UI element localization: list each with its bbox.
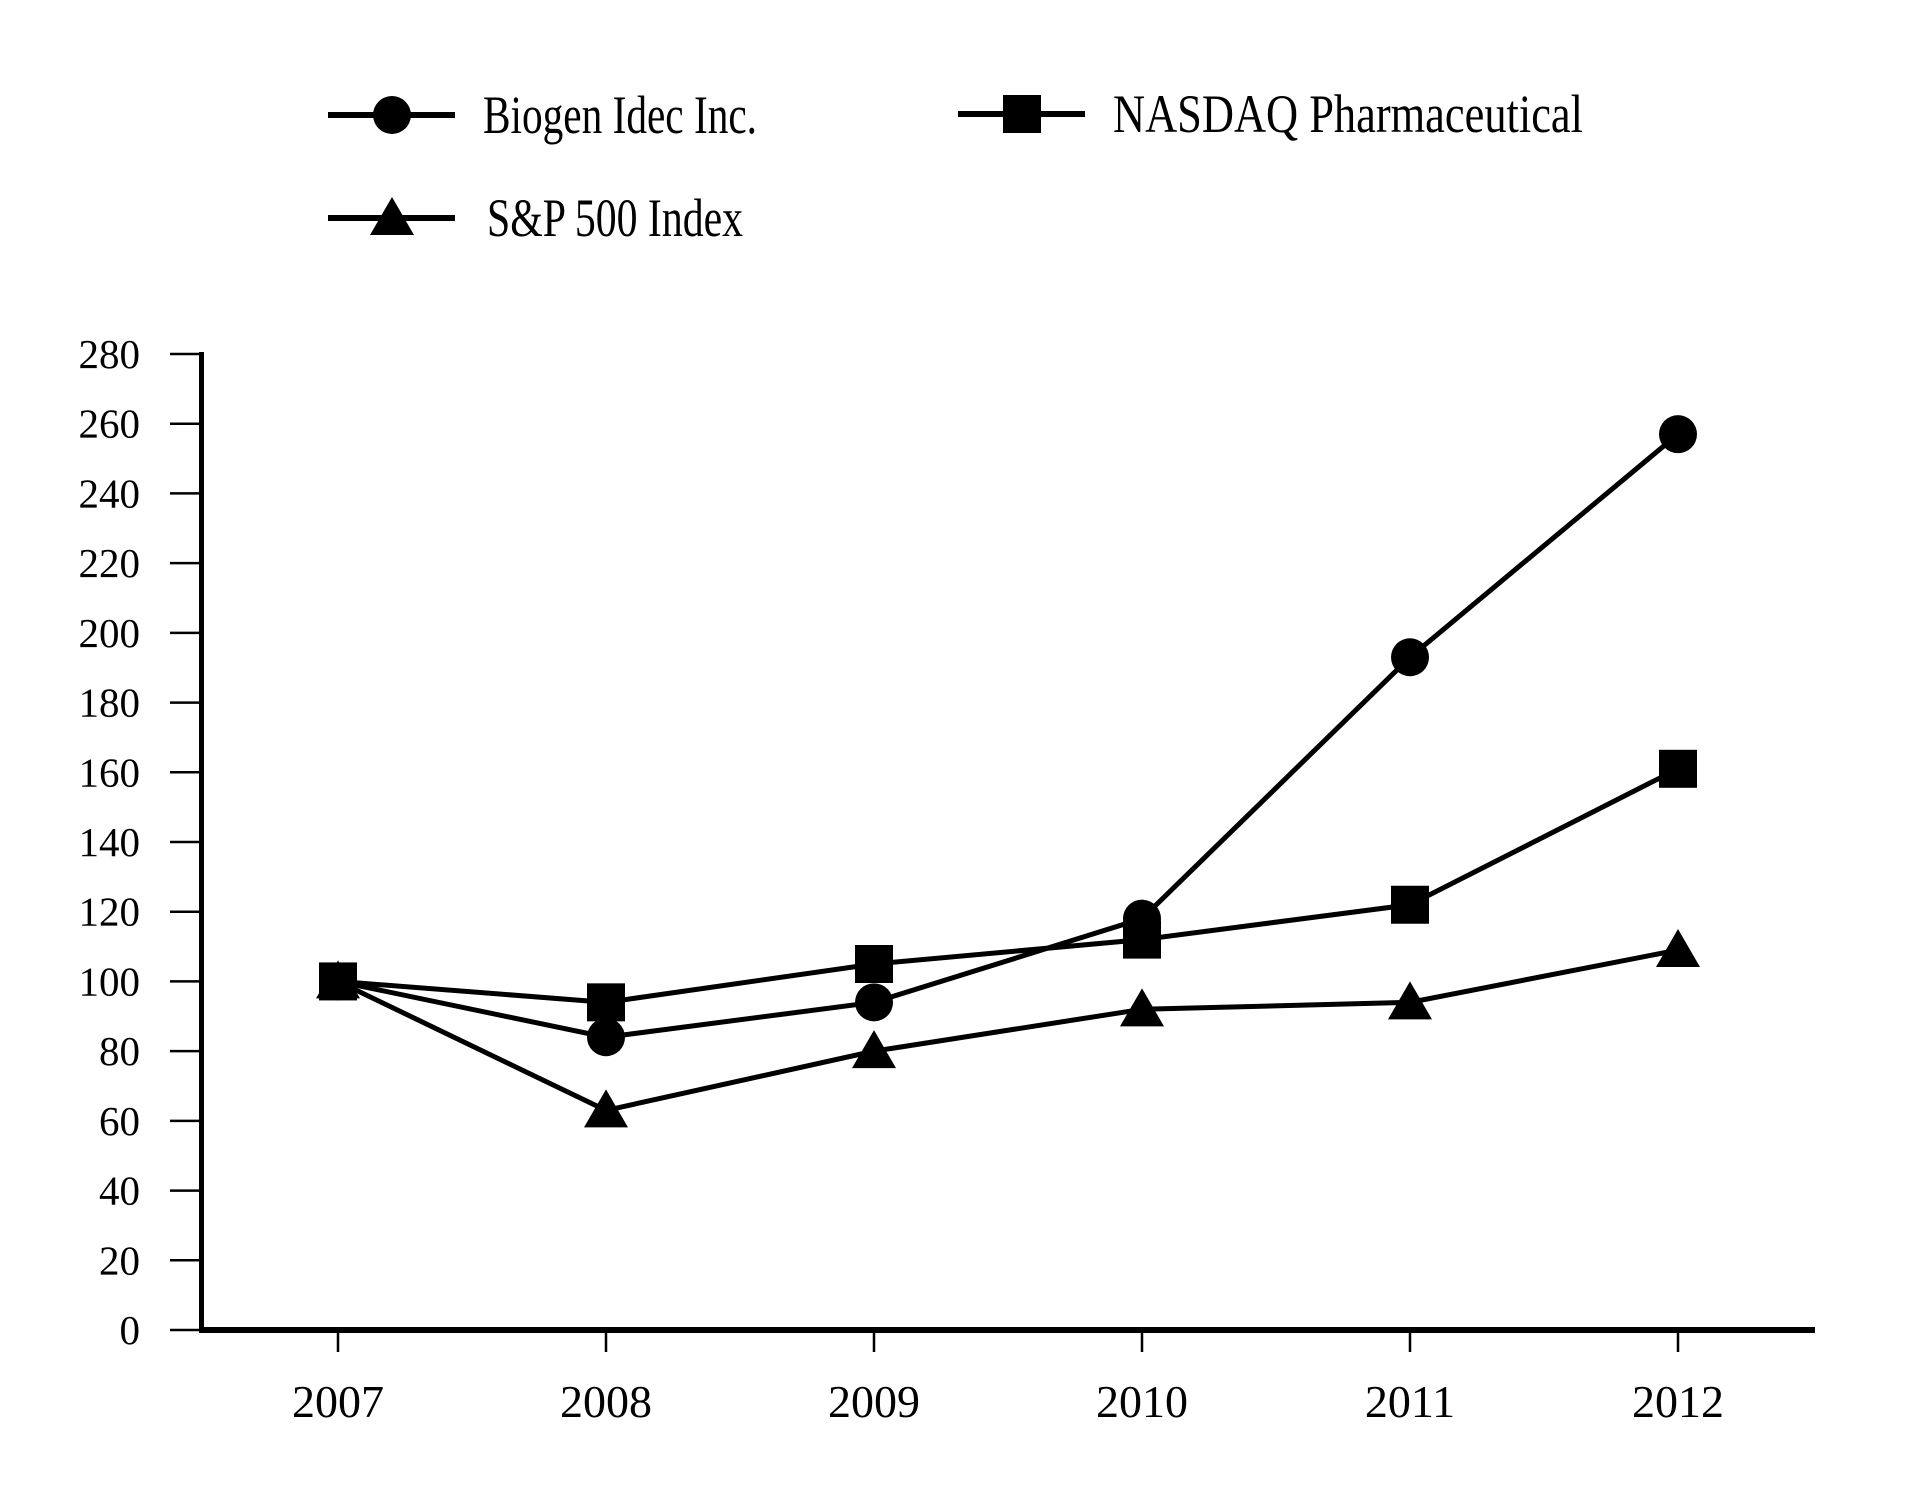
legend-item-nasdaq-pharmaceutical: NASDAQ Pharmaceutical <box>958 84 1583 144</box>
data-point-square <box>855 945 893 983</box>
y-tick-label: 120 <box>79 889 141 935</box>
data-point-circle <box>855 983 893 1022</box>
y-tick-label: 260 <box>79 401 141 447</box>
series-line <box>337 432 1680 1040</box>
y-tick-label: 60 <box>99 1098 140 1144</box>
x-tick-label: 2010 <box>1096 1376 1188 1427</box>
x-tick-label: 2008 <box>560 1376 652 1427</box>
legend-label-nasdaq: NASDAQ Pharmaceutical <box>1113 84 1583 144</box>
legend-item-biogen: Biogen Idec Inc. <box>328 85 757 145</box>
y-tick-label: 200 <box>79 610 141 656</box>
data-point-square <box>1391 885 1429 924</box>
y-tick-label: 100 <box>79 958 141 1004</box>
data-point-circle <box>1391 638 1429 677</box>
y-tick-label: 80 <box>99 1028 140 1074</box>
y-tick-label: 40 <box>99 1168 140 1214</box>
data-point-triangle <box>316 960 360 999</box>
legend-label-sp500: S&P 500 Index <box>487 188 743 248</box>
data-point-triangle <box>584 1089 628 1128</box>
data-point-square <box>1659 749 1697 788</box>
x-axis: 2007 2008 2009 2010 2011 2012 <box>199 1327 1815 1427</box>
data-point-triangle <box>852 1030 896 1069</box>
x-tick-label: 2011 <box>1365 1376 1455 1427</box>
x-tick-label: 2012 <box>1632 1376 1724 1427</box>
data-point-triangle <box>1120 988 1164 1027</box>
legend-label-biogen: Biogen Idec Inc. <box>483 85 757 145</box>
circle-marker-icon <box>373 96 411 134</box>
y-tick-label: 180 <box>79 680 141 726</box>
y-tick-label: 0 <box>120 1307 141 1353</box>
x-tick-label: 2007 <box>292 1376 384 1427</box>
data-point-triangle <box>1388 981 1432 1020</box>
series-line <box>337 766 1680 1005</box>
series-circle <box>319 415 1697 1057</box>
data-point-square <box>587 983 625 1022</box>
x-tick-label: 2009 <box>828 1376 920 1427</box>
series-square <box>319 749 1697 1022</box>
y-tick-label: 140 <box>79 819 141 865</box>
legend: Biogen Idec Inc. NASDAQ Pharmaceutical S… <box>328 84 1583 248</box>
y-tick-label: 20 <box>99 1237 140 1283</box>
data-point-circle <box>587 1018 625 1057</box>
legend-item-sp500: S&P 500 Index <box>328 188 743 248</box>
y-tick-label: 280 <box>79 331 141 377</box>
data-point-triangle <box>1656 929 1700 968</box>
plot-area <box>316 415 1700 1128</box>
square-marker-icon <box>1003 95 1041 133</box>
data-point-circle <box>1123 899 1161 938</box>
data-point-circle <box>1659 415 1697 454</box>
series-triangle <box>316 929 1700 1128</box>
y-tick-label: 220 <box>79 540 141 586</box>
y-tick-label: 160 <box>79 749 141 795</box>
y-tick-label: 240 <box>79 470 141 516</box>
series-line <box>336 947 1679 1114</box>
triangle-marker-icon <box>370 197 414 235</box>
